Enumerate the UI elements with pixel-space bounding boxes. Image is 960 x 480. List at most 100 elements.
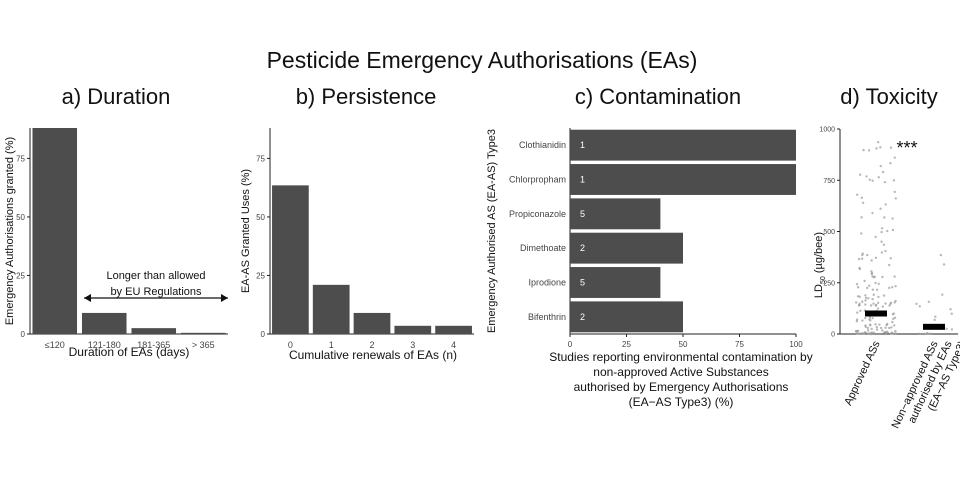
data-point [894,329,897,333]
data-point [934,315,937,318]
data-point [860,332,863,335]
data-point [881,305,885,308]
bar [81,312,127,334]
data-point [859,309,862,313]
data-point [860,232,863,235]
data-point [879,207,882,210]
data-point [875,288,879,292]
data-point [854,329,858,333]
data-point [890,331,894,334]
y-tick-label: 0 [831,332,835,339]
x-tick-label: 75 [735,340,744,349]
data-point [889,302,892,306]
y-tick-label: 0 [21,330,26,339]
median-marker [865,310,887,317]
data-point [933,318,936,322]
data-point [875,328,879,331]
x-tick-label: Approved ASs [842,339,883,408]
y-axis-label: Emergency Authorisations granted (%) [4,137,16,325]
data-point [884,249,887,253]
figure-title: Pesticide Emergency Authorisations (EAs) [267,47,698,73]
x-tick-label: 0 [568,340,573,349]
x-tick-label: 1 [329,340,334,350]
data-point [883,331,886,334]
data-point [894,285,897,288]
y-tick-label: Bifenthrin [528,312,566,322]
data-point [888,286,891,290]
x-tick-label: 2 [369,340,374,350]
panel-title: b) Persistence [296,84,437,109]
data-point [863,332,866,335]
data-point [874,332,877,336]
data-point [929,332,932,335]
bar [570,198,661,230]
data-point [861,201,865,205]
y-axis-label: EA-AS Granted Uses (%) [240,169,252,293]
data-point [884,302,887,305]
y-axis-label: Emergency Authorised AS (EA-AS) Type3 [486,129,498,333]
data-point [855,318,859,321]
y-tick-label: Propiconazole [509,209,566,219]
bar-label: 5 [580,209,585,219]
data-point [878,332,882,336]
data-point [893,316,897,320]
data-point [860,257,864,260]
data-point [861,252,864,255]
data-point [893,190,896,194]
x-tick-label: 25 [622,340,631,349]
data-point [877,176,880,179]
x-tick-label: > 365 [192,340,215,350]
data-point [893,275,896,278]
data-point [923,332,926,336]
data-point [889,161,892,165]
data-point [874,281,877,285]
data-point [874,235,877,239]
data-point [888,326,891,330]
data-point [950,312,953,315]
bar-label: 1 [580,175,585,185]
data-point [861,300,864,303]
data-point [867,149,871,152]
data-point [868,316,872,319]
bar [32,128,78,334]
x-tick-label: 121-180 [88,340,121,350]
data-point [868,318,871,321]
bar [312,284,350,334]
data-point [858,304,861,307]
data-point [875,147,878,150]
bar [570,164,796,195]
bar-label: 2 [580,243,585,253]
data-point [866,326,870,330]
data-point [874,304,878,307]
data-point [887,263,891,267]
panel-title: d) Toxicity [840,84,937,109]
data-point [891,320,894,324]
data-point [942,263,946,266]
y-tick-label: Chlorpropham [509,175,566,185]
data-point [881,275,884,279]
data-point [876,307,880,310]
y-tick-label: 25 [256,271,265,280]
data-point [886,229,889,233]
data-point [857,257,861,261]
bar-label: 1 [580,140,585,150]
x-axis-label: Duration of EAs (days) [69,345,190,359]
panel-toxicity: d) Toxicity 0 250 500 750 1000 LD50 (µg/bee) Ap… [813,84,960,430]
bar [394,325,432,334]
data-point [872,293,875,296]
data-point [867,297,870,300]
data-point [882,243,886,246]
y-tick-label: Iprodione [528,278,566,288]
x-tick-label: 100 [789,340,803,349]
data-point [880,230,883,234]
data-point [865,286,869,290]
data-point [855,332,859,335]
data-point [925,332,929,335]
data-point [880,240,883,243]
data-point [879,326,883,330]
x-axis-label: (EA−AS Type3) (%) [629,395,734,409]
data-point [879,164,882,168]
